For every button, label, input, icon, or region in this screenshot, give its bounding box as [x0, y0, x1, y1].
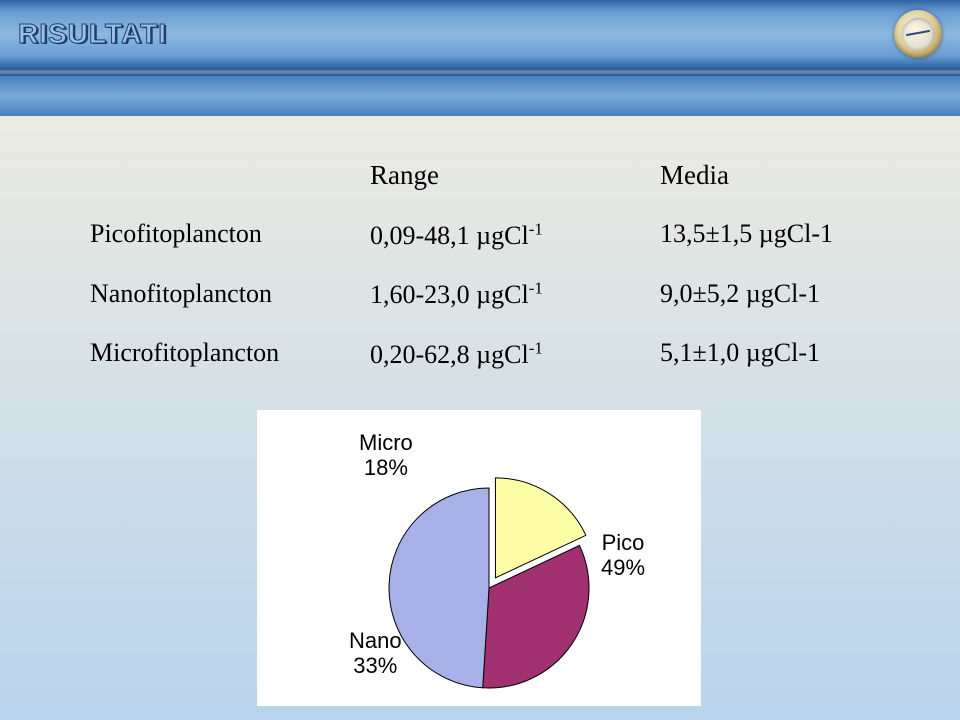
row-label: Picofitoplancton — [90, 219, 360, 251]
header-subbar — [0, 76, 960, 116]
table-row: Picofitoplancton 0,09-48,1 µgCl-1 13,5±1… — [90, 219, 870, 251]
table-row: Nanofitoplancton 1,60-23,0 µgCl-1 9,0±5,… — [90, 279, 870, 311]
pie-label-pico: Pico49% — [601, 530, 645, 581]
header-media: Media — [660, 160, 890, 191]
emblem-line — [906, 30, 930, 36]
emblem-inner — [902, 18, 934, 50]
pie-label-micro: Micro18% — [359, 430, 413, 481]
header-range: Range — [370, 160, 650, 191]
table-header-row: Range Media — [90, 160, 870, 191]
table-row: Microfitoplancton 0,20-62,8 µgCl-1 5,1±1… — [90, 338, 870, 370]
header-divider — [0, 68, 960, 76]
row-media: 13,5±1,5 µgCl-1 — [660, 219, 890, 251]
row-media: 5,1±1,0 µgCl-1 — [660, 338, 890, 370]
slide: RISULTATI RISULTATI Range Media Picofito… — [0, 0, 960, 720]
row-media: 9,0±5,2 µgCl-1 — [660, 279, 890, 311]
emblem-badge — [894, 10, 942, 58]
row-range: 0,20-62,8 µgCl-1 — [370, 338, 650, 370]
row-label: Microfitoplancton — [90, 338, 360, 370]
slide-title: RISULTATI RISULTATI — [18, 18, 167, 50]
header-bar: RISULTATI RISULTATI — [0, 0, 960, 68]
row-label: Nanofitoplancton — [90, 279, 360, 311]
pie-chart-panel: Micro18% Nano33% Pico49% — [257, 410, 701, 706]
header-empty — [90, 160, 360, 191]
slide-title-text: RISULTATI — [18, 18, 167, 50]
pie-label-nano: Nano33% — [349, 628, 402, 679]
row-range: 0,09-48,1 µgCl-1 — [370, 219, 650, 251]
row-range: 1,60-23,0 µgCl-1 — [370, 279, 650, 311]
data-table: Range Media Picofitoplancton 0,09-48,1 µ… — [90, 160, 870, 398]
pie-slice-pico — [389, 488, 489, 688]
